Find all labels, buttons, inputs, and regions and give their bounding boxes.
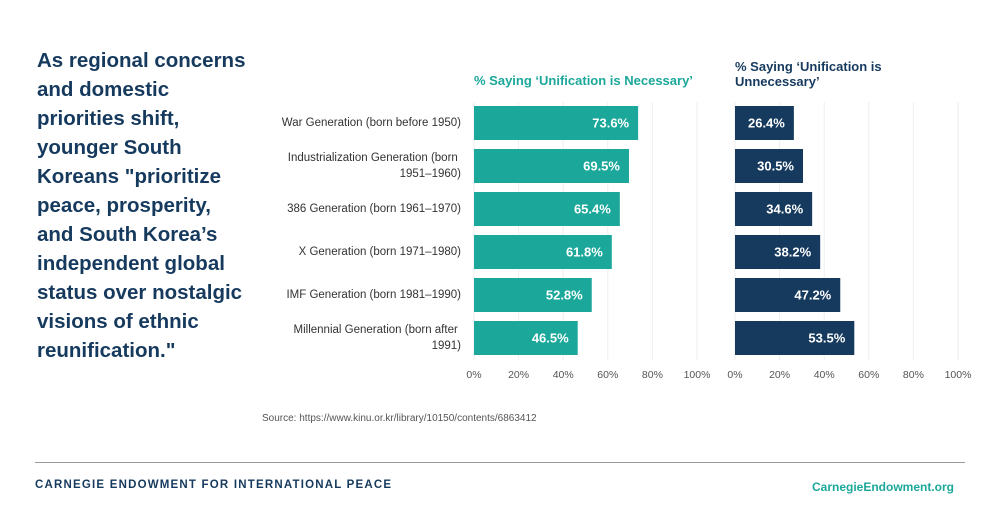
bar — [735, 192, 813, 226]
organization: CARNEGIE ENDOWMENT FOR INTERNATIONAL PEA… — [35, 479, 393, 491]
quote: As regional concerns and domestic priori… — [37, 49, 246, 362]
x-tick-label: 80% — [642, 369, 663, 381]
x-tick-label: 100% — [684, 369, 711, 381]
chart-title: % Saying ‘Unification is Unnecessary’ — [735, 59, 882, 89]
bar — [474, 278, 592, 312]
x-tick-label: 20% — [769, 369, 790, 381]
x-tick-label: 0% — [727, 369, 742, 381]
value-label: 65.4% — [574, 201, 611, 216]
bar — [474, 235, 612, 269]
category-label: War Generation (born before 1950) — [282, 117, 461, 129]
bar — [735, 278, 841, 312]
website: CarnegieEndowment.org — [811, 480, 954, 494]
x-tick-label: 20% — [508, 369, 529, 381]
x-tick-label: 80% — [903, 369, 924, 381]
x-tick-label: 60% — [858, 369, 879, 381]
x-tick-label: 40% — [553, 369, 574, 381]
x-tick-label: 100% — [945, 369, 972, 381]
value-label: 53.5% — [808, 330, 845, 345]
x-tick-label: 0% — [466, 369, 481, 381]
category-label: Industrialization Generation (born 1951–… — [288, 152, 461, 180]
chart-title: % Saying ‘Unification is Necessary’ — [474, 73, 693, 88]
value-label: 52.8% — [546, 287, 583, 302]
value-label: 61.8% — [566, 244, 603, 259]
bar — [474, 106, 639, 140]
value-label: 34.6% — [766, 201, 803, 216]
category-label: 386 Generation (born 1961–1970) — [287, 203, 461, 215]
bar — [735, 235, 821, 269]
value-label: 73.6% — [592, 115, 629, 130]
bar — [474, 192, 620, 226]
category-label: IMF Generation (born 1981–1990) — [286, 289, 461, 301]
source: Source: https://www.kinu.or.kr/library/1… — [262, 413, 537, 424]
category-label: X Generation (born 1971–1980) — [299, 246, 462, 258]
value-label: 26.4% — [748, 115, 785, 130]
value-label: 46.5% — [532, 330, 569, 345]
bar — [735, 149, 804, 183]
bar — [474, 149, 629, 183]
bar — [735, 106, 794, 140]
bar — [474, 321, 578, 355]
category-label: Millennial Generation (born after 1991) — [294, 324, 462, 352]
value-label: 69.5% — [583, 158, 620, 173]
value-label: 47.2% — [794, 287, 831, 302]
bar — [735, 321, 855, 355]
value-label: 30.5% — [757, 158, 794, 173]
x-tick-label: 60% — [597, 369, 618, 381]
x-tick-label: 40% — [814, 369, 835, 381]
divider — [35, 462, 965, 463]
value-label: 38.2% — [774, 244, 811, 259]
